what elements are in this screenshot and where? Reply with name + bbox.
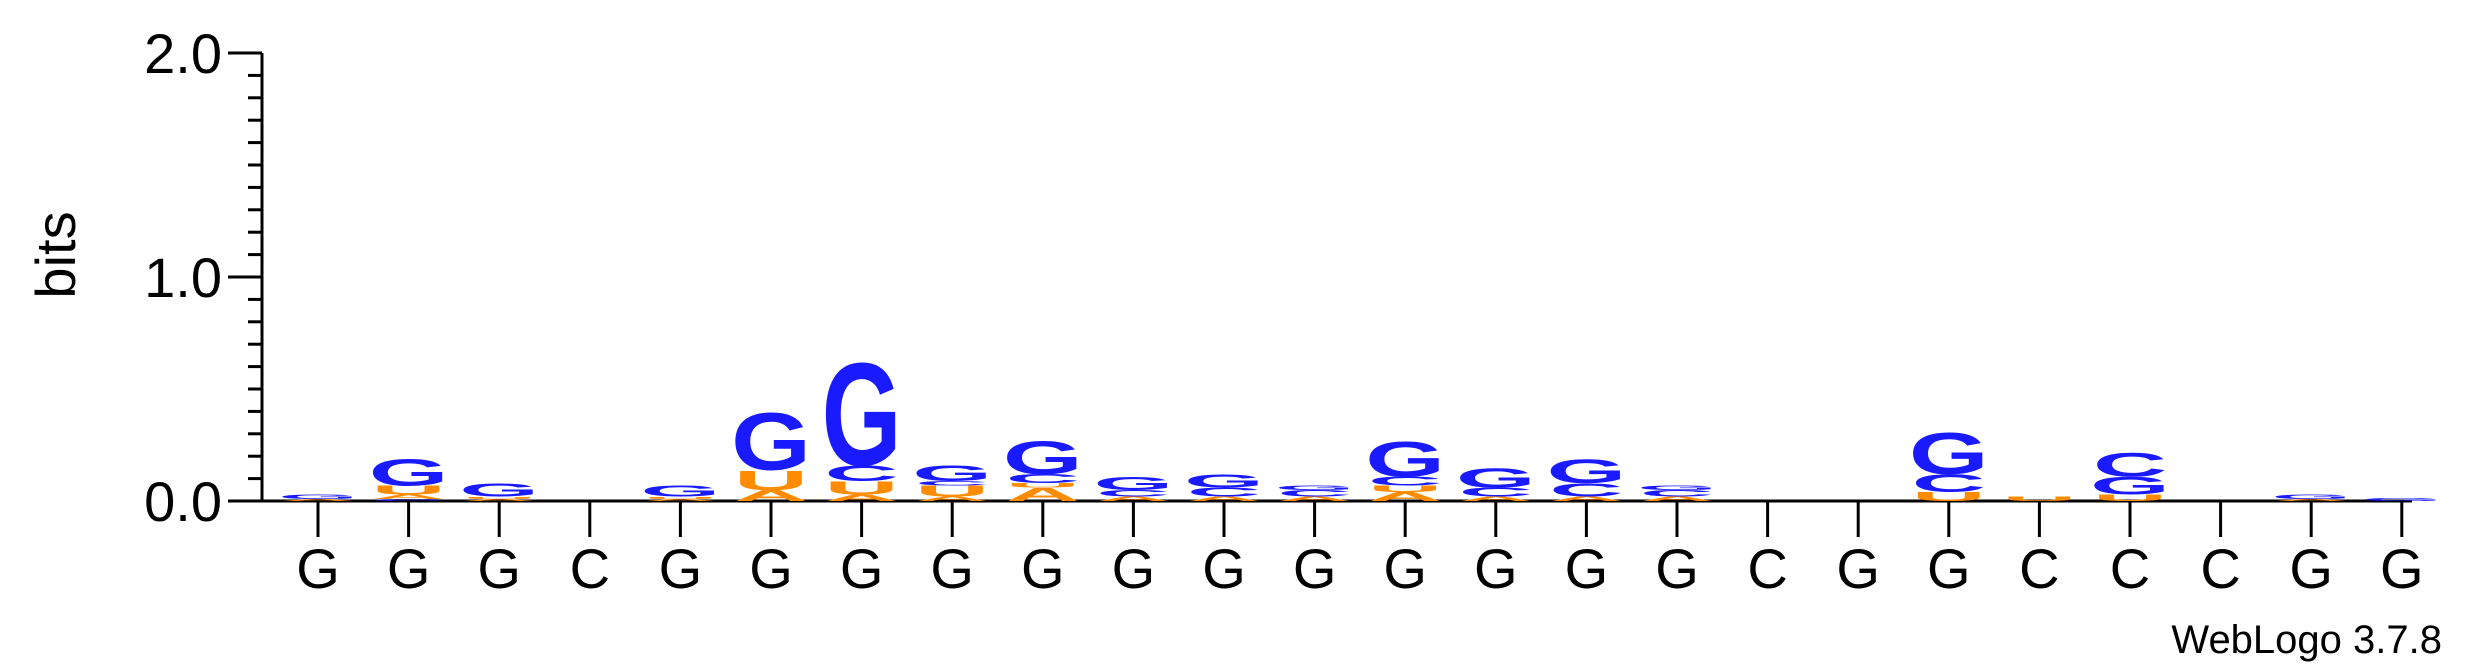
logo-letter-c: C	[1006, 472, 1080, 486]
logo-letter-c: C	[1368, 474, 1442, 488]
x-tick-label: G	[1927, 537, 1971, 600]
x-tick-label: C	[1747, 537, 1787, 600]
logo-letter-g: G	[2090, 471, 2170, 499]
x-tick-label: G	[387, 537, 431, 600]
logo-letter-g: G	[1909, 420, 1989, 487]
logo-letter-a: A	[825, 493, 899, 503]
y-tick-label: 1.0	[144, 246, 222, 309]
logo-letter-u: U	[643, 496, 717, 499]
x-tick-label: G	[2380, 537, 2424, 600]
logo-letter-a: A	[915, 495, 989, 502]
x-tick-label: C	[2200, 537, 2240, 600]
logo-letter-g: G	[1546, 453, 1626, 491]
logo-letter-c: C	[915, 480, 989, 487]
logo-letter-c: C	[2093, 446, 2167, 484]
logo-letter-g: G	[1093, 473, 1173, 494]
logo-letter-a: A	[2274, 498, 2348, 501]
logo-letter-c: C	[825, 461, 899, 485]
logo-letter-a: A	[1187, 495, 1261, 502]
logo-letter-g: G	[2271, 493, 2351, 500]
logo-letter-g: G	[1365, 432, 1445, 488]
x-tick-label: G	[659, 537, 703, 600]
logo-letter-a: A	[1549, 495, 1623, 502]
x-tick-label: G	[1383, 537, 1427, 600]
logo-letter-u: U	[1368, 484, 1442, 494]
x-tick-label: G	[1565, 537, 1609, 600]
logo-letter-g: G	[2362, 497, 2442, 502]
logo-letter-c: C	[1912, 469, 1986, 497]
x-tick-label: C	[2110, 537, 2150, 600]
logo-letter-c: C	[1640, 488, 1714, 498]
x-tick-label: G	[930, 537, 974, 600]
x-tick-label: G	[296, 537, 340, 600]
axes	[260, 53, 2412, 503]
logo-letter-c: C	[1459, 485, 1533, 499]
x-tick-label: G	[1655, 537, 1699, 600]
x-tick-label: G	[1112, 537, 1156, 600]
logo-letter-g: G	[1275, 484, 1355, 491]
x-tick-label: G	[1293, 537, 1337, 600]
logo-letter-c: C	[1278, 488, 1352, 498]
x-tick-label: G	[840, 537, 884, 600]
logo-letter-g: G	[822, 332, 902, 497]
x-tick-label: C	[2019, 537, 2059, 600]
logo-letter-c: C	[1549, 479, 1623, 500]
weblogo-watermark: WebLogo 3.7.8	[2171, 618, 2442, 662]
x-tick-label: G	[1474, 537, 1518, 600]
logo-letter-g: G	[1637, 484, 1717, 491]
logo-letter-g: G	[278, 494, 358, 501]
x-tick-label: G	[1836, 537, 1880, 600]
y-axis-label: bits	[24, 211, 87, 298]
logo-letter-u: U	[825, 477, 899, 498]
logo-letter-a: A	[281, 499, 355, 502]
logo-letter-a: A	[1368, 490, 1442, 504]
logo-letter-g: G	[1003, 432, 1083, 484]
logo-letter-a: A	[643, 498, 717, 501]
logo-letter-a: A	[1096, 495, 1170, 502]
logo-letter-c: C	[1096, 488, 1170, 498]
x-tick-label: G	[2289, 537, 2333, 600]
logo-letter-g: G	[1456, 462, 1536, 493]
y-tick-label: 0.0	[144, 470, 222, 533]
x-tick-label: G	[1202, 537, 1246, 600]
logo-letter-a: A	[1278, 495, 1352, 502]
logo-letter-u: U	[2093, 493, 2167, 503]
logo-letter-g: G	[1184, 471, 1264, 492]
logo-letter-u: U	[734, 464, 808, 495]
logo-letter-a: A	[462, 498, 536, 501]
x-tick-label: G	[477, 537, 521, 600]
logo-letter-u: U	[2002, 495, 2076, 502]
logo-letter-u: U	[462, 496, 536, 499]
logo-letter-c: C	[372, 498, 446, 501]
logo-letter-u: U	[915, 482, 989, 499]
logo-letter-g: G	[731, 396, 811, 487]
x-tick-label: C	[570, 537, 610, 600]
logo-letter-g: G	[640, 482, 720, 499]
logo-letter-a: A	[734, 487, 808, 504]
logo-letter-u: U	[1006, 482, 1080, 489]
logo-letter-u: U	[1912, 490, 1986, 504]
logo-letter-g: G	[459, 479, 539, 500]
logo-letter-a: A	[1459, 495, 1533, 502]
logo-letter-u: U	[372, 483, 446, 497]
y-tick-label: 2.0	[144, 22, 222, 85]
logo-letter-a: A	[372, 493, 446, 500]
y-ticks: 0.0 1.0 2.0	[144, 22, 262, 533]
logo-letter-c: C	[1187, 485, 1261, 499]
x-tick-label: G	[1021, 537, 1065, 600]
logo-letter-a: A	[1006, 484, 1080, 505]
x-tick-label: G	[749, 537, 793, 600]
logo-letter-a: A	[1640, 495, 1714, 502]
logo-letter-g: G	[912, 461, 992, 485]
logo-letter-g: G	[369, 452, 449, 494]
